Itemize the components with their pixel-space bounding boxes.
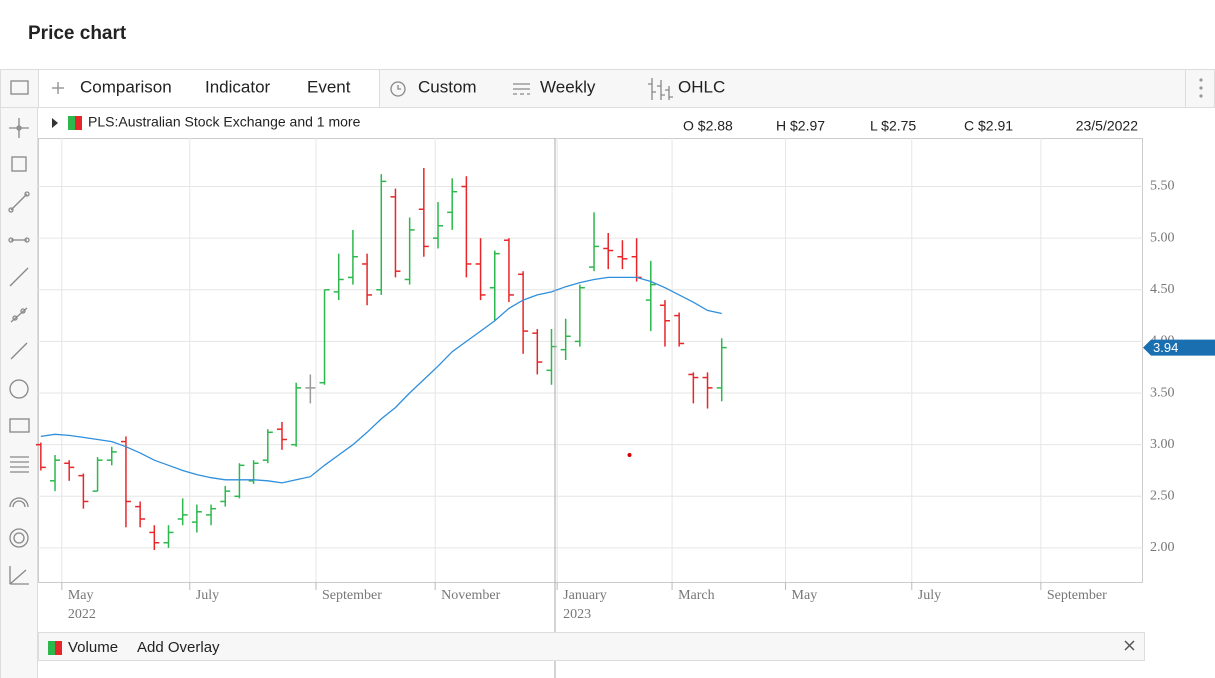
x-tick-label: July [196,588,219,603]
folder-icon[interactable] [10,80,29,95]
legend-swatch-up [68,116,75,130]
plus-icon [52,82,64,94]
x-tick-label: May [68,588,94,603]
volume-swatch-up [48,641,55,655]
last-price-badge [1143,339,1215,356]
weekly-icon [513,83,530,95]
readout-low: L $2.75 [870,118,916,134]
x-tick-label: March [678,588,715,603]
y-tick-label: 2.00 [1150,540,1175,555]
x-year-label: 2023 [563,607,591,622]
comparison-button[interactable]: Comparison [80,77,172,96]
menu-icon[interactable] [1199,78,1203,98]
volume-title: Volume [68,639,118,656]
chart-type-button[interactable]: OHLC [678,77,725,96]
x-year-label: 2022 [68,607,96,622]
readout-open: O $2.88 [683,118,733,134]
x-tick-label: September [1047,588,1107,603]
event-button[interactable]: Event [307,77,351,96]
tool-sidebar [0,107,38,678]
y-tick-label: 2.50 [1150,489,1175,504]
x-tick-label: July [918,588,941,603]
y-tick-label: 4.50 [1150,282,1175,297]
event-marker [627,452,632,457]
clock-icon [390,81,406,97]
plot-frame [38,138,1143,583]
moving-average-line [40,276,722,484]
x-tick-label: November [441,588,500,603]
volume-swatch-down [55,641,62,655]
page-title: Price chart [28,23,127,44]
y-tick-label: 5.00 [1150,230,1175,245]
clock-hands [397,85,401,90]
indicator-button[interactable]: Indicator [205,77,271,96]
last-price-label: 3.94 [1153,340,1178,355]
y-tick-label: 3.00 [1150,437,1175,452]
custom-button[interactable]: Custom [418,77,477,96]
readout-high: H $2.97 [776,118,825,134]
x-tick-label: May [792,588,818,603]
readout-date: 23/5/2022 [1076,118,1138,134]
ohlc-icon [648,78,673,100]
close-volume[interactable] [1124,640,1135,651]
drawing-tools[interactable] [8,118,30,585]
expand-arrow[interactable] [52,118,58,128]
y-tick-label: 5.50 [1150,179,1175,194]
legend-label[interactable]: PLS:Australian Stock Exchange and 1 more [88,114,361,130]
readout-close: C $2.91 [964,118,1013,134]
add-overlay-button[interactable]: Add Overlay [137,639,220,656]
weekly-button[interactable]: Weekly [540,77,596,96]
toolbar-group [38,69,380,108]
y-tick-label: 3.50 [1150,385,1175,400]
volume-header [38,632,1145,661]
legend-swatch-down [75,116,82,130]
x-tick-label: January [563,588,607,603]
x-tick-label: September [322,588,382,603]
